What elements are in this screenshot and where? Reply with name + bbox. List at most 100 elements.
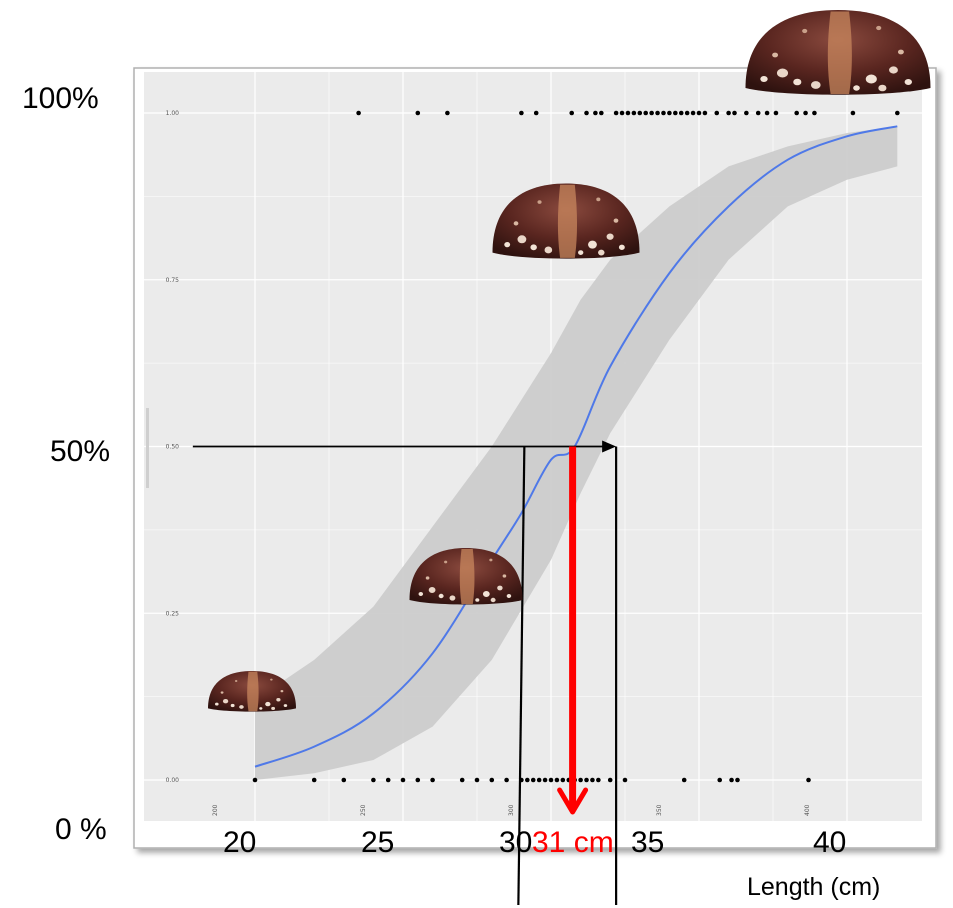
data-point-mature <box>678 110 684 116</box>
inner-y-tick-label: 0.25 <box>166 610 180 617</box>
data-point-immature <box>430 777 435 783</box>
data-point-immature <box>474 777 480 783</box>
data-point-mature <box>690 110 696 116</box>
data-point-immature <box>681 777 687 783</box>
x-label-25: 25 <box>361 826 394 859</box>
data-point-mature <box>794 110 799 116</box>
data-point-mature <box>667 110 672 116</box>
data-point-mature <box>744 110 749 116</box>
data-point-mature <box>599 110 604 116</box>
data-point-immature <box>735 777 740 783</box>
data-point-immature <box>622 777 628 783</box>
x-label-30: 30 <box>499 826 532 859</box>
data-point-immature <box>717 777 723 783</box>
data-point-mature <box>732 110 737 116</box>
data-point-mature <box>773 110 779 116</box>
inner-y-tick-label: 0.50 <box>166 444 180 451</box>
y-label-50: 50% <box>50 435 110 468</box>
data-point-mature <box>702 110 708 116</box>
inner-y-tick-label: 0.00 <box>166 777 180 784</box>
fit-curve-group <box>254 125 898 768</box>
fit-curve-line <box>254 125 898 768</box>
data-point-immature <box>504 777 509 783</box>
data-point-immature <box>536 777 542 783</box>
data-point-immature <box>371 777 376 783</box>
y-label-100: 100% <box>22 82 99 115</box>
inner-x-tick-label: 200 <box>212 804 219 816</box>
x-label-35: 35 <box>631 826 664 859</box>
data-point-mature <box>445 110 450 116</box>
inner-x-tick-label: 250 <box>360 804 367 816</box>
inner-tick-labels: 0.00 0.25 0.50 0.75 1.00 200 250 300 350 400 <box>166 110 811 816</box>
data-point-mature <box>643 110 649 116</box>
data-point-mature <box>631 110 637 116</box>
data-point-mature <box>696 110 702 116</box>
data-point-immature <box>489 777 495 783</box>
confidence-band-area <box>255 126 898 781</box>
data-point-mature <box>714 110 720 116</box>
data-point-immature <box>530 777 536 783</box>
data-point-immature <box>729 777 734 783</box>
y-label-0: 0 % <box>55 813 107 846</box>
inner-y-tick-label: 1.00 <box>166 110 180 117</box>
data-point-mature <box>661 110 666 116</box>
data-point-mature <box>619 110 625 116</box>
data-point-immature <box>806 777 811 783</box>
data-point-mature <box>625 110 631 116</box>
x-axis-title: Length (cm) <box>747 873 880 901</box>
l50-value-label: 31 cm <box>532 826 614 859</box>
data-point-mature <box>584 110 589 116</box>
data-point-mature <box>655 110 660 116</box>
data-point-mature <box>673 110 678 116</box>
data-point-immature <box>525 777 530 783</box>
data-point-mature <box>356 110 361 116</box>
x-label-40: 40 <box>813 826 846 859</box>
data-point-mature <box>649 110 654 116</box>
data-point-immature <box>311 777 317 783</box>
data-point-immature <box>590 777 595 783</box>
data-point-mature <box>415 110 421 116</box>
data-point-mature <box>684 110 690 116</box>
data-point-mature <box>519 110 524 116</box>
data-point-mature <box>613 110 619 116</box>
inner-x-tick-label: 350 <box>656 804 663 816</box>
data-point-mature <box>533 110 539 116</box>
data-point-immature <box>578 777 583 783</box>
data-point-immature <box>554 777 560 783</box>
inner-x-tick-label: 300 <box>508 804 515 816</box>
inner-y-tick-label: 0.75 <box>166 277 180 284</box>
inner-x-tick-label: 400 <box>804 804 811 816</box>
sea-urchin-large-icon <box>745 10 931 95</box>
data-point-mature <box>850 110 856 116</box>
reference-lines <box>192 440 618 906</box>
data-point-immature <box>400 777 406 783</box>
data-point-mature <box>895 110 900 116</box>
l50-arrow-head <box>557 787 589 815</box>
data-point-immature <box>385 777 391 783</box>
data-point-mature <box>593 110 598 116</box>
data-point-mature <box>726 110 731 116</box>
data-point-immature <box>607 777 613 783</box>
ref-arrow-head <box>602 440 617 453</box>
ci-lower-line <box>517 446 526 906</box>
data-point-mature <box>569 110 575 116</box>
data-point-mature <box>803 110 808 116</box>
confidence-band <box>255 126 898 781</box>
data-point-immature <box>415 777 421 783</box>
data-point-immature <box>252 777 258 783</box>
data-point-immature <box>542 777 548 783</box>
observation-points <box>252 110 900 783</box>
data-point-immature <box>560 777 566 783</box>
data-point-immature <box>584 777 589 783</box>
data-point-mature <box>764 110 770 116</box>
data-point-immature <box>548 777 554 783</box>
data-point-mature <box>637 110 643 116</box>
inner-y-title-blur <box>146 408 149 488</box>
data-point-immature <box>596 777 601 783</box>
x-label-20: 20 <box>223 826 256 859</box>
data-point-immature <box>459 777 465 783</box>
data-point-immature <box>341 777 347 783</box>
data-point-mature <box>812 110 817 116</box>
data-point-mature <box>755 110 761 116</box>
